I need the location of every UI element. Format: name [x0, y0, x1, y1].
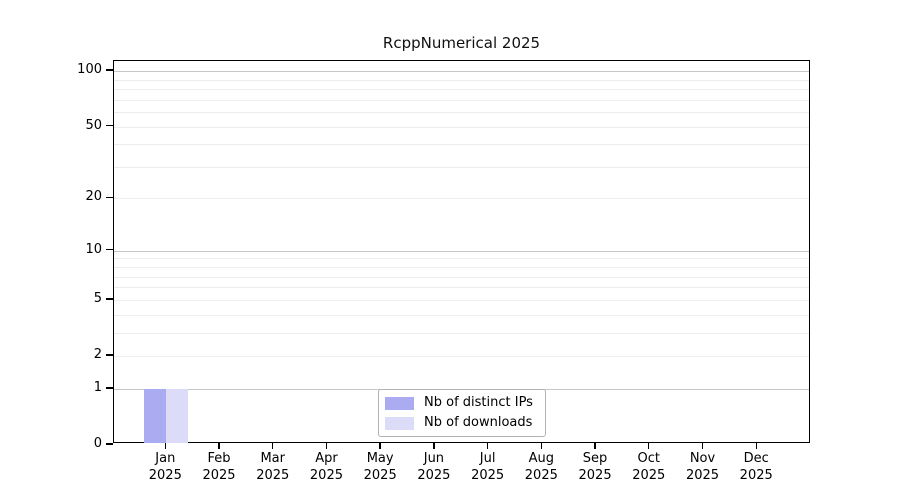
x-tick-label: Apr 2025 — [309, 451, 343, 483]
y-tick-label: 5 — [93, 290, 102, 306]
y-tick-label: 50 — [85, 117, 102, 133]
minor-gridline — [114, 287, 809, 289]
y-axis-tick — [106, 249, 113, 251]
minor-gridline — [114, 276, 809, 278]
x-tick-label: Sep 2025 — [578, 451, 612, 483]
legend-swatch-distinct-ips — [385, 396, 414, 410]
bar — [166, 388, 189, 443]
x-axis-tick — [755, 443, 757, 449]
major-gridline — [114, 250, 809, 252]
x-axis-tick — [540, 443, 543, 449]
x-axis-tick — [648, 443, 650, 449]
x-axis-tick — [594, 443, 596, 449]
bar — [144, 388, 167, 443]
y-axis-tick — [106, 298, 113, 300]
y-axis-tick — [106, 443, 113, 445]
legend-item-downloads: Nb of downloads — [385, 416, 545, 430]
minor-gridline — [114, 356, 809, 357]
x-axis-tick — [164, 443, 166, 449]
y-axis-tick — [106, 124, 113, 127]
x-axis-tick — [272, 443, 274, 449]
x-axis-tick — [379, 443, 381, 449]
y-tick-label: 0 — [93, 436, 102, 451]
x-tick-label: Oct 2025 — [632, 451, 666, 483]
minor-gridline — [114, 79, 809, 81]
minor-gridline — [114, 299, 809, 301]
minor-gridline — [114, 166, 809, 168]
x-axis-tick — [433, 443, 435, 449]
y-tick-label: 1 — [93, 379, 102, 395]
minor-gridline — [114, 144, 809, 146]
legend-item-distinct-ips: Nb of distinct IPs — [385, 396, 545, 410]
y-tick-label: 20 — [85, 189, 102, 205]
y-axis-tick — [106, 354, 113, 356]
minor-gridline — [114, 99, 809, 101]
x-tick-label: Mar 2025 — [256, 451, 290, 483]
y-tick-label: 100 — [77, 62, 102, 78]
legend: Nb of distinct IPs Nb of downloads — [378, 389, 546, 437]
minor-gridline — [114, 198, 809, 200]
x-tick-label: Feb 2025 — [202, 451, 236, 483]
plot-area — [113, 60, 810, 443]
minor-gridline — [114, 267, 809, 269]
x-axis-tick — [486, 443, 489, 449]
x-axis-tick — [325, 443, 328, 449]
x-tick-label: Aug 2025 — [524, 451, 558, 483]
legend-label-distinct-ips: Nb of distinct IPs — [424, 395, 533, 410]
y-axis-tick — [106, 387, 113, 389]
x-tick-label: Jun 2025 — [417, 451, 451, 483]
x-tick-label: Jan 2025 — [148, 451, 182, 483]
minor-gridline — [114, 332, 809, 334]
x-tick-label: Dec 2025 — [739, 451, 773, 483]
minor-gridline — [114, 126, 809, 128]
x-axis-tick — [218, 443, 220, 449]
minor-gridline — [114, 89, 809, 91]
y-tick-label: 2 — [93, 347, 102, 362]
y-axis-tick — [106, 69, 113, 71]
x-axis-tick — [701, 443, 704, 449]
minor-gridline — [114, 258, 809, 260]
y-axis-tick — [106, 196, 113, 199]
legend-swatch-downloads — [385, 416, 414, 430]
minor-gridline — [114, 112, 809, 114]
legend-label-downloads: Nb of downloads — [424, 415, 533, 430]
x-tick-label: May 2025 — [363, 451, 397, 483]
x-tick-label: Nov 2025 — [685, 451, 720, 483]
chart-title: RcppNumerical 2025 — [382, 34, 541, 52]
minor-gridline — [114, 314, 809, 316]
y-tick-label: 10 — [85, 241, 102, 257]
major-gridline — [114, 71, 809, 73]
x-tick-label: Jul 2025 — [471, 451, 505, 483]
